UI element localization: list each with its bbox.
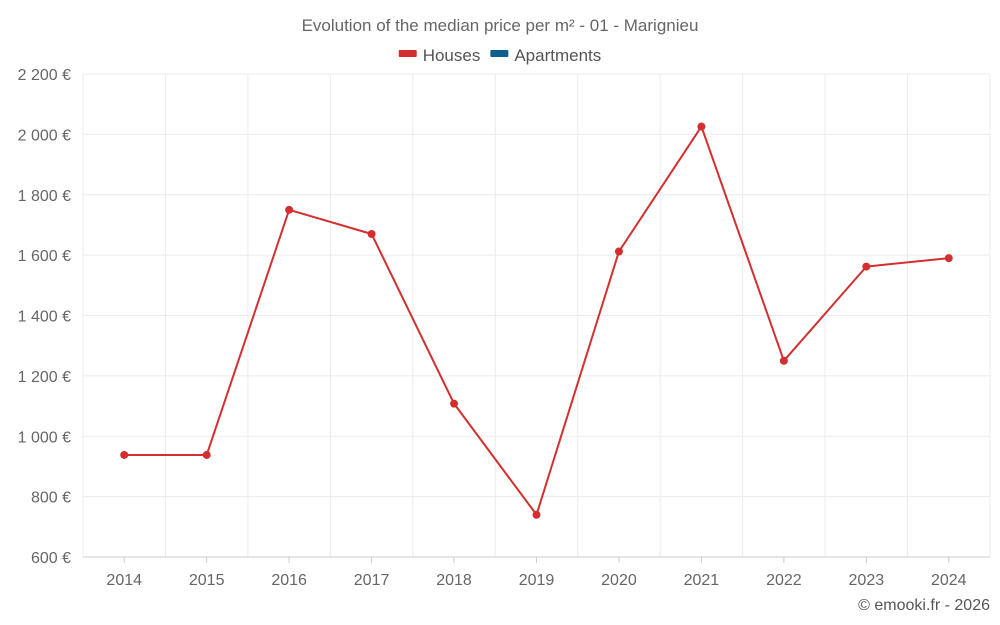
chart-title: Evolution of the median price per m² - 0… (302, 16, 699, 35)
x-tick-label: 2022 (766, 572, 802, 589)
data-point[interactable] (944, 254, 953, 263)
x-tick-label: 2018 (436, 572, 472, 589)
data-point[interactable] (779, 356, 788, 365)
legend: Houses Apartments (398, 46, 601, 65)
series-layer (120, 122, 953, 519)
x-tick-label: 2021 (684, 572, 720, 589)
legend-label: Houses (423, 46, 481, 65)
legend-label: Apartments (514, 46, 601, 65)
legend-swatch (398, 50, 417, 57)
data-point[interactable] (697, 122, 706, 131)
y-tick-label: 800 € (31, 490, 71, 507)
x-tick-label: 2015 (189, 572, 225, 589)
x-tick-label: 2020 (601, 572, 637, 589)
data-point[interactable] (614, 247, 623, 256)
y-tick-label: 2 200 € (18, 67, 71, 84)
x-axis: 2014 2015 2016 2017 2018 2019 2020 2021 2022 2023… (83, 556, 990, 589)
credit-text: © emooki.fr - 2026 (858, 597, 990, 614)
x-tick-label: 2017 (354, 572, 390, 589)
data-point[interactable] (285, 205, 294, 214)
legend-item-apartments[interactable]: Apartments (490, 46, 601, 65)
data-point[interactable] (367, 229, 376, 238)
x-tick-label: 2014 (106, 572, 142, 589)
y-tick-label: 1 400 € (18, 309, 71, 326)
y-tick-label: 2 000 € (18, 127, 71, 144)
data-point[interactable] (120, 450, 129, 459)
y-tick-label: 1 600 € (18, 248, 71, 265)
gridlines (82, 73, 991, 558)
y-tick-label: 600 € (31, 550, 71, 567)
x-tick-label: 2024 (931, 572, 967, 589)
y-tick-label: 1 800 € (18, 188, 71, 205)
data-point[interactable] (532, 510, 541, 519)
y-tick-label: 1 000 € (18, 429, 71, 446)
data-point[interactable] (202, 450, 211, 459)
data-point[interactable] (450, 399, 459, 408)
x-tick-label: 2016 (271, 572, 307, 589)
x-tick-label: 2019 (519, 572, 555, 589)
y-tick-label: 1 200 € (18, 369, 71, 386)
y-axis: 600 € 800 € 1 000 € 1 200 € 1 400 € 1 600 € 1 … (18, 67, 71, 567)
x-tick-label: 2023 (849, 572, 885, 589)
legend-item-houses[interactable]: Houses (398, 46, 481, 65)
legend-swatch (490, 50, 509, 57)
data-point[interactable] (862, 262, 871, 271)
